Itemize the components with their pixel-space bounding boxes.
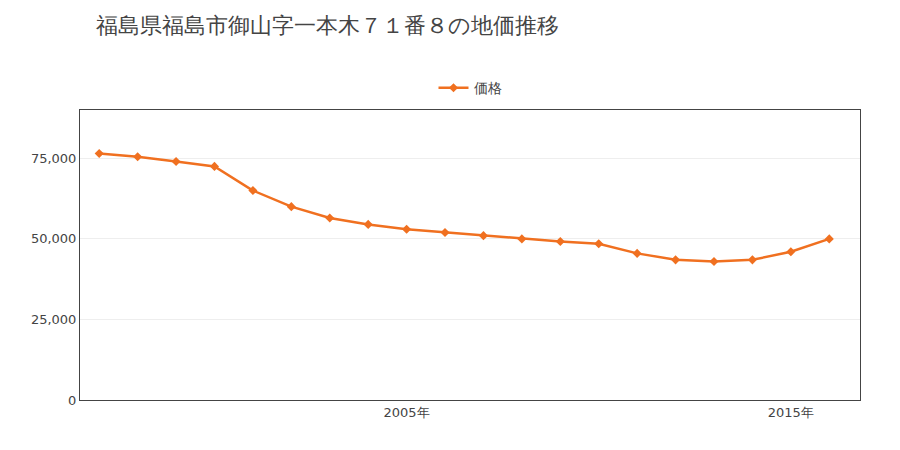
svg-text:25,000: 25,000: [31, 312, 77, 327]
svg-text:福島県福島市御山字一本木７１番８の地価推移: 福島県福島市御山字一本木７１番８の地価推移: [96, 13, 559, 38]
svg-text:50,000: 50,000: [31, 231, 77, 246]
svg-text:2015年: 2015年: [768, 405, 814, 420]
svg-text:価格: 価格: [474, 80, 502, 96]
svg-text:2005年: 2005年: [384, 405, 430, 420]
svg-text:75,000: 75,000: [31, 151, 77, 166]
svg-text:0: 0: [68, 393, 76, 408]
